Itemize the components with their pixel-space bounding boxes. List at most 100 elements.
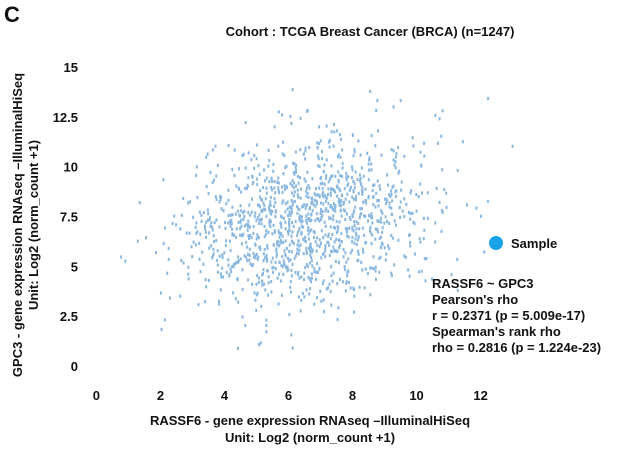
- data-point: [192, 240, 195, 244]
- data-point: [461, 140, 464, 144]
- data-point: [217, 299, 220, 303]
- data-point: [379, 255, 382, 259]
- data-point: [297, 252, 300, 256]
- data-point: [386, 199, 389, 203]
- data-point: [263, 203, 266, 208]
- data-point: [322, 202, 325, 206]
- data-point: [391, 199, 394, 203]
- data-point: [315, 249, 318, 253]
- data-point: [260, 217, 263, 221]
- data-point: [296, 251, 299, 255]
- data-point: [289, 205, 292, 209]
- data-point: [277, 186, 280, 190]
- data-point: [316, 202, 319, 206]
- data-point: [353, 147, 356, 152]
- data-point: [426, 191, 429, 195]
- data-point: [233, 173, 236, 178]
- data-point: [240, 242, 243, 246]
- data-point: [390, 212, 393, 216]
- data-point: [294, 150, 297, 154]
- data-point: [318, 266, 321, 270]
- data-point: [399, 99, 402, 103]
- data-point: [225, 270, 228, 274]
- data-point: [320, 299, 323, 303]
- data-point: [235, 184, 238, 188]
- data-point: [171, 221, 174, 225]
- data-point: [337, 170, 340, 174]
- data-point: [407, 268, 410, 272]
- data-point: [251, 197, 254, 201]
- data-point: [192, 215, 195, 219]
- data-point: [349, 286, 352, 290]
- data-point: [375, 191, 378, 195]
- data-point: [224, 220, 227, 225]
- data-point: [215, 218, 218, 222]
- data-point: [377, 198, 380, 203]
- data-point: [307, 275, 310, 279]
- data-point: [408, 240, 411, 245]
- data-point: [372, 183, 375, 187]
- data-point: [368, 214, 371, 218]
- data-point: [342, 255, 345, 259]
- data-point: [390, 148, 393, 152]
- data-point: [445, 191, 448, 195]
- data-point: [325, 158, 328, 162]
- data-point: [336, 317, 339, 322]
- data-point: [286, 185, 289, 190]
- data-point: [304, 206, 307, 211]
- data-point: [321, 193, 324, 197]
- data-point: [353, 294, 356, 298]
- data-point: [227, 258, 230, 262]
- data-point: [289, 280, 292, 284]
- data-point: [265, 186, 268, 190]
- data-point: [290, 121, 293, 126]
- data-point: [385, 252, 388, 256]
- data-point: [269, 203, 272, 207]
- data-point: [264, 232, 267, 236]
- data-point: [290, 239, 293, 243]
- data-point: [218, 225, 221, 229]
- data-point: [272, 243, 275, 247]
- data-point: [253, 153, 256, 158]
- data-point: [352, 310, 355, 314]
- data-point: [390, 189, 393, 193]
- data-point: [206, 208, 209, 212]
- data-point: [308, 229, 311, 233]
- data-point: [298, 218, 301, 222]
- data-point: [337, 197, 340, 202]
- data-point: [400, 188, 403, 192]
- data-point: [234, 297, 237, 301]
- data-point: [282, 140, 285, 144]
- data-point: [273, 186, 276, 190]
- data-point: [267, 275, 270, 279]
- data-point: [324, 194, 327, 198]
- data-point: [377, 219, 380, 223]
- data-point: [281, 190, 284, 194]
- data-point: [293, 256, 296, 261]
- data-point: [210, 244, 213, 248]
- data-point: [327, 209, 330, 213]
- data-point: [351, 235, 354, 240]
- data-point: [364, 187, 367, 191]
- data-point: [403, 154, 406, 159]
- data-point: [274, 267, 277, 271]
- data-point: [274, 215, 277, 219]
- data-point: [255, 308, 258, 312]
- data-point: [399, 215, 402, 219]
- data-point: [307, 212, 310, 216]
- data-point: [316, 296, 319, 300]
- data-point: [162, 178, 165, 182]
- data-point: [426, 216, 429, 220]
- data-point: [340, 194, 343, 198]
- data-point: [272, 162, 275, 166]
- data-point: [199, 232, 202, 236]
- data-point: [280, 225, 283, 229]
- data-point: [417, 195, 420, 199]
- data-point: [305, 246, 308, 250]
- data-point: [304, 218, 307, 223]
- data-point: [301, 215, 304, 219]
- data-point: [289, 290, 292, 294]
- data-point: [284, 252, 287, 256]
- data-point: [254, 243, 257, 247]
- data-point: [179, 227, 182, 231]
